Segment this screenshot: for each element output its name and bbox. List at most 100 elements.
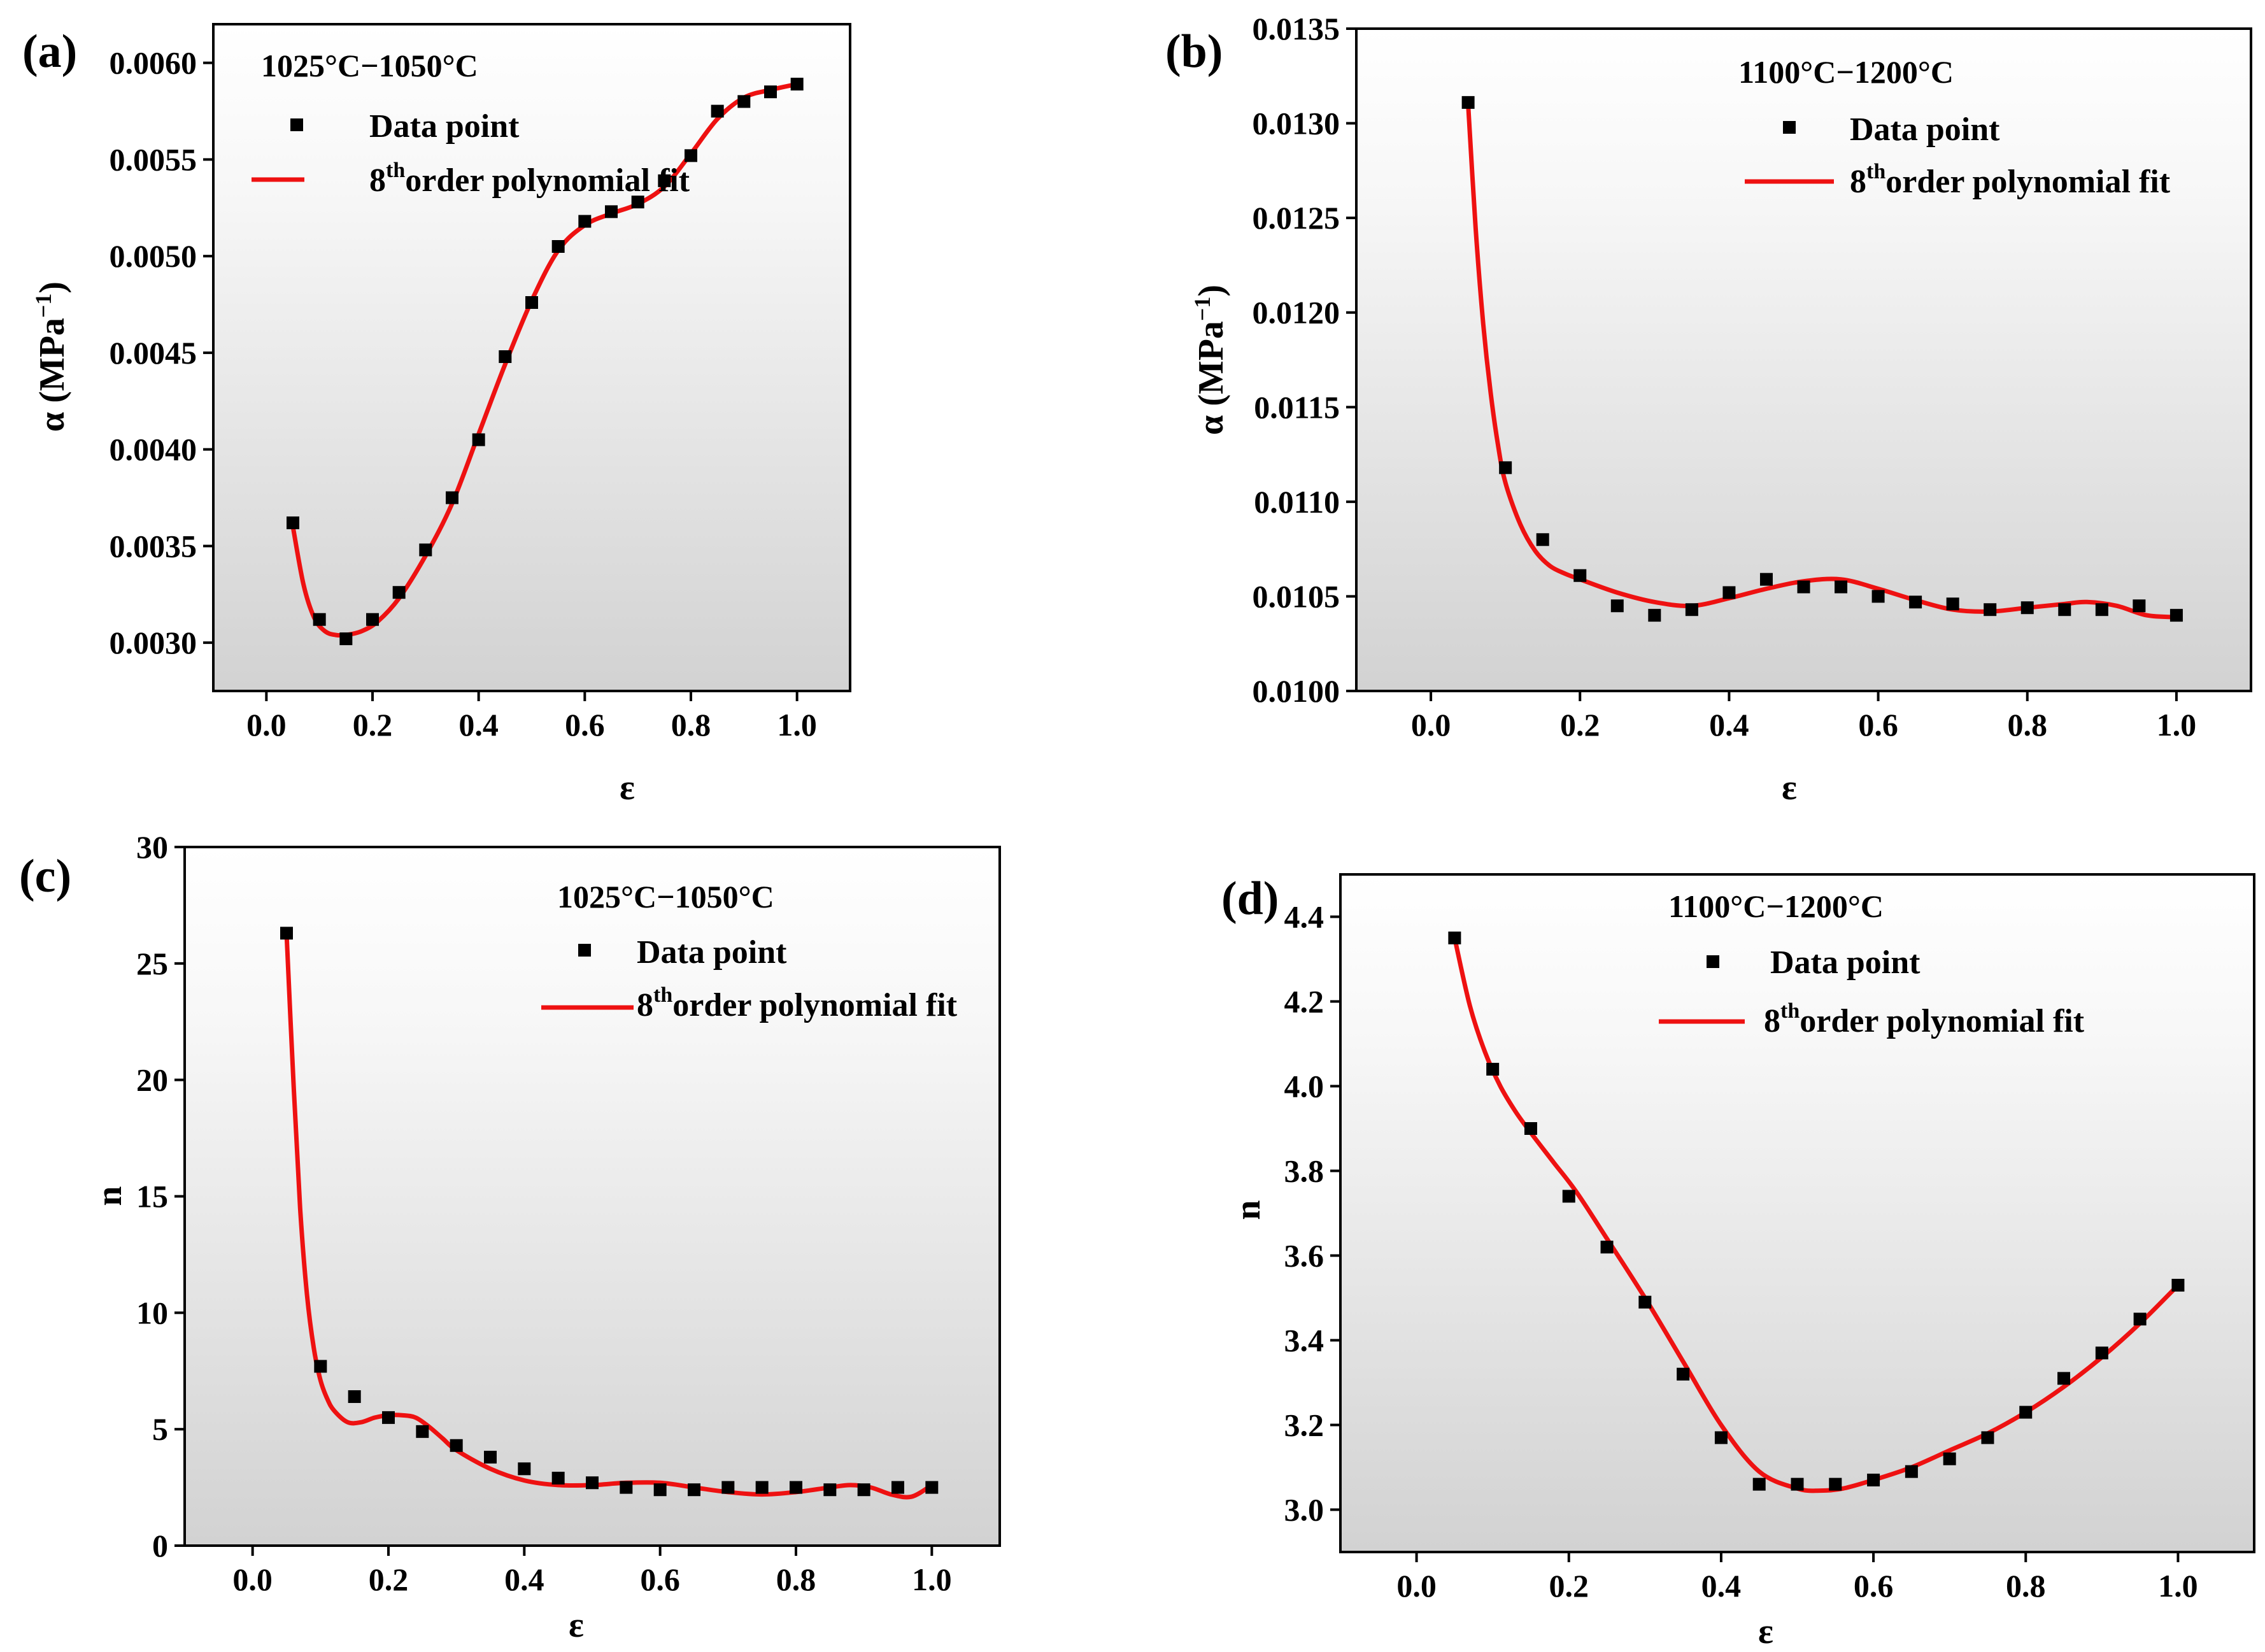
data-point <box>1981 1431 1994 1444</box>
data-point <box>1909 595 1922 609</box>
data-point <box>1714 1431 1728 1444</box>
y-tick-label: 0.0110 <box>1254 484 1340 520</box>
data-point <box>1905 1465 1918 1478</box>
data-point <box>1722 586 1736 599</box>
y-tick-label: 15 <box>136 1179 168 1214</box>
data-point <box>1600 1241 1614 1254</box>
x-tick-label: 0.8 <box>671 707 711 743</box>
legend-fit-label: 8thorder polynomial fit <box>1850 160 2171 200</box>
y-tick-label: 0.0050 <box>110 238 197 274</box>
x-axis-label: ε <box>1758 1612 1773 1651</box>
panel-c: 0.0 0.2 0.4 0.6 0.8 1.0 0 5 10 15 20 25 30 (c) ε n 1… <box>19 829 1001 1645</box>
legend-marker <box>1707 955 1719 968</box>
x-tick-label: 1.0 <box>2158 1568 2198 1604</box>
data-point <box>2057 1372 2071 1385</box>
y-tick-label: 3.0 <box>1284 1492 1324 1528</box>
y-tick-label: 3.6 <box>1284 1238 1324 1274</box>
legend-marker <box>290 118 303 131</box>
y-tick-label: 0.0120 <box>1253 295 1340 331</box>
x-tick-label: 1.0 <box>777 707 817 743</box>
data-point <box>287 516 299 529</box>
data-point <box>1867 1473 1880 1486</box>
y-axis-label: n <box>1228 1200 1268 1220</box>
data-point <box>721 1481 735 1494</box>
x-tick-label: 0.6 <box>640 1562 680 1597</box>
y-tick-label: 0.0045 <box>110 335 197 371</box>
legend-marker-label: Data point <box>637 934 787 971</box>
data-point <box>1946 597 1959 611</box>
y-tick-label: 0.0135 <box>1253 11 1340 46</box>
data-point <box>578 215 592 228</box>
data-point <box>790 78 804 91</box>
legend-marker <box>578 944 591 957</box>
data-point <box>2171 1279 2185 1292</box>
data-point <box>790 1481 802 1494</box>
data-point <box>605 205 618 218</box>
panel-label: (b) <box>1165 25 1223 78</box>
data-point <box>1461 96 1475 109</box>
y-tick-label: 0.0105 <box>1253 578 1340 614</box>
data-point <box>1984 603 1997 616</box>
legend-fit-label: 8thorder polynomial fit <box>637 983 958 1023</box>
plot-area <box>185 847 1000 1546</box>
legend-marker <box>1783 121 1796 134</box>
y-tick-label: 0.0115 <box>1254 389 1340 425</box>
data-point <box>2169 609 2183 622</box>
data-point <box>764 85 777 99</box>
data-point <box>1638 1295 1652 1309</box>
panel-d: 0.0 0.2 0.4 0.6 0.8 1.0 3.0 3.2 3.4 3.6 3.8 4.0 4.2 4… <box>1221 872 2255 1651</box>
x-tick-label: 0.6 <box>1854 1568 1894 1604</box>
x-tick-label: 0.0 <box>1396 1568 1437 1604</box>
y-tick-label: 3.8 <box>1284 1153 1324 1189</box>
x-axis-label: ε <box>620 768 635 808</box>
data-point <box>446 491 458 504</box>
data-point <box>1536 533 1549 546</box>
x-tick-label: 0.4 <box>504 1562 544 1597</box>
legend-marker-label: Data point <box>1770 944 1921 981</box>
legend-fit-label: 8thorder polynomial fit <box>369 159 690 199</box>
y-tick-label: 4.0 <box>1284 1069 1324 1104</box>
data-point <box>891 1481 904 1494</box>
plot-frame <box>183 846 1001 1547</box>
x-tick-label: 1.0 <box>912 1562 952 1597</box>
plot-area <box>1340 874 2254 1552</box>
data-point <box>586 1476 599 1490</box>
data-point <box>499 350 512 363</box>
y-tick-label: 25 <box>136 946 168 981</box>
y-tick-label: 0.0060 <box>110 45 197 81</box>
y-tick-label: 3.2 <box>1284 1407 1324 1443</box>
plot-area <box>213 24 850 691</box>
data-point <box>2019 1406 2033 1419</box>
y-tick-label: 0.0100 <box>1253 673 1340 709</box>
data-point <box>2133 599 2146 613</box>
data-point <box>857 1483 870 1497</box>
y-tick-label: 3.4 <box>1284 1323 1324 1358</box>
data-point <box>1524 1122 1537 1135</box>
data-point <box>658 174 671 187</box>
data-point <box>1685 603 1698 616</box>
fit-curve <box>284 933 934 1500</box>
y-axis-label: α (MPa−1) <box>1189 285 1231 435</box>
y-tick-label: 0.0055 <box>110 141 197 177</box>
legend-title: 1025°C−1050°C <box>557 879 774 915</box>
panel-a: 0.0 0.2 0.4 0.6 0.8 1.0 0.0030 0.0035 0.0040 0.00… <box>22 23 851 808</box>
data-point <box>1448 931 1461 944</box>
x-tick-label: 0.2 <box>1549 1568 1589 1604</box>
x-axis-label: ε <box>1782 768 1797 808</box>
data-point <box>1499 461 1512 474</box>
y-axis-label: α (MPa−1) <box>31 281 72 432</box>
data-point <box>755 1481 769 1494</box>
chart-marks: 0.0 0.2 0.4 0.6 0.8 1.0 3.0 3.2 3.4 3.6 3.8 4.0 4.2 4… <box>1284 899 2198 1604</box>
y-tick-label: 30 <box>136 829 168 865</box>
y-tick-label: 20 <box>136 1062 168 1098</box>
x-tick-label: 0.4 <box>1709 707 1749 743</box>
data-point <box>472 433 485 446</box>
data-point <box>1791 1478 1804 1491</box>
legend-title: 1100°C−1200°C <box>1668 888 1884 924</box>
legend-marker-label: Data point <box>369 108 520 145</box>
plot-frame <box>1355 27 2252 692</box>
panel-b: 0.0 0.2 0.4 0.6 0.8 1.0 0.0100 0.0105 0.0110 0.01… <box>1165 11 2252 808</box>
y-tick-label: 0.0035 <box>110 528 197 564</box>
x-tick-label: 0.2 <box>353 707 393 743</box>
x-tick-label: 0.0 <box>246 707 287 743</box>
